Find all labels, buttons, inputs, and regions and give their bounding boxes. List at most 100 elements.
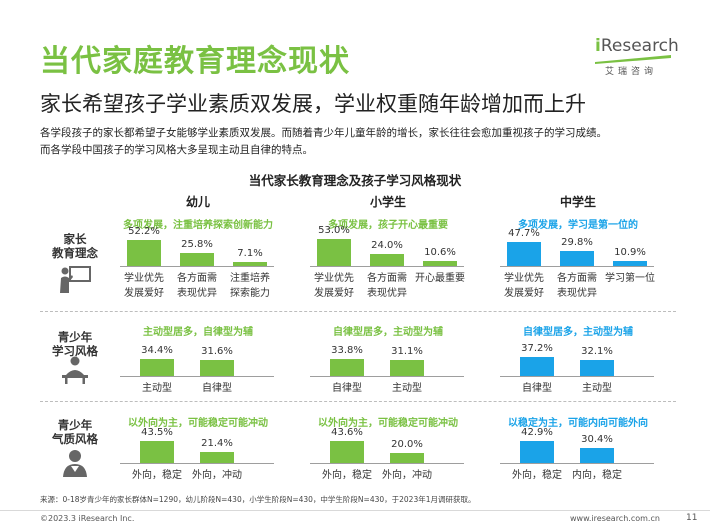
bar (390, 452, 424, 463)
teacher-board-icon (58, 265, 92, 299)
category-label-line: 自律型 (332, 383, 362, 394)
category-label-line: 学业优先 (314, 273, 354, 284)
bar (560, 250, 594, 266)
baseline (310, 376, 464, 377)
category-label-line: 表现优异 (177, 288, 217, 299)
data-label: 43.5% (141, 427, 173, 439)
source-note: 来源：0-18岁青少年的家长群体N=1290，幼儿阶段N=430，小学生阶段N=… (40, 495, 476, 504)
category-label: 各方面需 表现优异 (169, 271, 225, 301)
bar (317, 239, 351, 266)
baseline (120, 376, 274, 377)
bar (127, 239, 161, 266)
baseline (500, 463, 654, 464)
bar (520, 357, 554, 376)
category-label-line: 外向，稳定 (132, 470, 182, 481)
bar (233, 262, 267, 266)
site-url: www.iresearch.com.cn (570, 514, 660, 523)
logo-subtitle: 艾瑞咨询 (605, 67, 658, 77)
category-label-line: 各方面需 (177, 273, 217, 284)
row-label: 家长 教育理念 (40, 232, 110, 260)
category-label: 自律型 (509, 381, 565, 396)
row-separator (40, 311, 676, 312)
page-title: 当代家庭教育理念现状 (40, 44, 350, 79)
data-label: 30.4% (581, 433, 613, 445)
panel-headline: 主动型居多，自律型为辅 (143, 327, 253, 338)
category-label: 各方面需 表现优异 (359, 271, 415, 301)
category-label-line: 发展爱好 (124, 288, 164, 299)
category-label-line: 注重培养 (230, 273, 270, 284)
baseline (500, 376, 654, 377)
baseline (120, 463, 274, 464)
row-label-line: 青少年 (57, 418, 93, 432)
category-label-line: 外向，稳定 (322, 470, 372, 481)
category-label-line: 主动型 (582, 383, 612, 394)
category-label: 学业优先 发展爱好 (496, 271, 552, 301)
category-label-line: 外向，冲动 (192, 470, 242, 481)
data-label: 25.8% (181, 239, 213, 250)
iresearch-logo: iResearch 艾瑞咨询 (595, 36, 679, 84)
category-label-line: 表现优异 (557, 288, 597, 299)
baseline (120, 266, 274, 267)
category-label-line: 主动型 (142, 383, 172, 394)
category-label: 自律型 (319, 381, 375, 396)
data-label: 29.8% (561, 236, 593, 248)
copyright: ©2023.3 iResearch Inc. (40, 514, 135, 523)
panel-headline: 多项发展，孩子开心最重要 (328, 220, 448, 231)
category-label: 主动型 (379, 381, 435, 396)
row-label: 青少年 学习风格 (40, 330, 110, 358)
row-label-line: 气质风格 (52, 432, 98, 446)
data-label: 43.6% (331, 427, 363, 439)
row-separator (40, 401, 676, 402)
data-label: 31.6% (201, 346, 233, 358)
data-label: 21.4% (201, 438, 233, 450)
category-label: 学业优先 发展爱好 (306, 271, 362, 301)
category-label-line: 学业优先 (124, 273, 164, 284)
category-label-line: 表现优异 (367, 288, 407, 299)
data-label: 42.9% (521, 427, 553, 439)
page-number: 11 (686, 513, 698, 523)
bar (200, 360, 234, 376)
logo-research: Research (600, 36, 679, 56)
column-header: 中学生 (559, 195, 596, 209)
category-label: 开心最重要 (412, 271, 468, 286)
row-label-line: 家长 (63, 232, 87, 246)
column-header: 小学生 (369, 195, 406, 209)
data-label: 24.0% (371, 239, 403, 251)
student-desk-icon (58, 355, 92, 389)
category-label-line: 学业优先 (504, 273, 544, 284)
category-label-line: 发展爱好 (504, 288, 544, 299)
data-label: 32.1% (581, 345, 613, 357)
panel-headline: 以外向为主，可能稳定可能冲动 (318, 418, 458, 429)
bar (180, 253, 214, 266)
category-label: 外向，稳定 (129, 468, 185, 483)
logo-wordmark: iResearch (595, 36, 679, 56)
row-label: 青少年 气质风格 (40, 418, 110, 446)
panel-headline: 以外向为主，可能稳定可能冲动 (128, 418, 268, 429)
bar (520, 441, 554, 463)
category-label-line: 自律型 (202, 383, 232, 394)
bar (140, 358, 174, 376)
category-label: 外向，稳定 (509, 468, 565, 483)
data-label: 33.8% (331, 344, 363, 356)
category-label-line: 学习第一位 (605, 273, 655, 284)
category-label-line: 自律型 (522, 383, 552, 394)
category-label: 各方面需 表现优异 (549, 271, 605, 301)
category-label-line: 发展爱好 (314, 288, 354, 299)
intro-line: 而各学段中国孩子的学习风格大多呈现主动且自律的特点。 (40, 144, 313, 156)
bar (390, 360, 424, 376)
category-label-line: 外向，稳定 (512, 470, 562, 481)
data-label: 7.1% (237, 248, 263, 260)
row-label-line: 教育理念 (52, 246, 98, 260)
bar (423, 260, 457, 266)
panel-headline: 自律型居多，主动型为辅 (523, 327, 633, 338)
category-label: 外向，冲动 (189, 468, 245, 483)
bar (370, 253, 404, 266)
category-label-line: 内向，稳定 (572, 470, 622, 481)
intro-text: 各学段孩子的家长都希望子女能够学业素质双发展。而随着青少年儿童年龄的增长，家长往… (40, 125, 680, 159)
data-label: 10.6% (424, 246, 456, 258)
category-label-line: 各方面需 (557, 273, 597, 284)
bar (580, 447, 614, 463)
category-label-line: 探索能力 (230, 288, 270, 299)
logo-i: i (595, 36, 601, 56)
